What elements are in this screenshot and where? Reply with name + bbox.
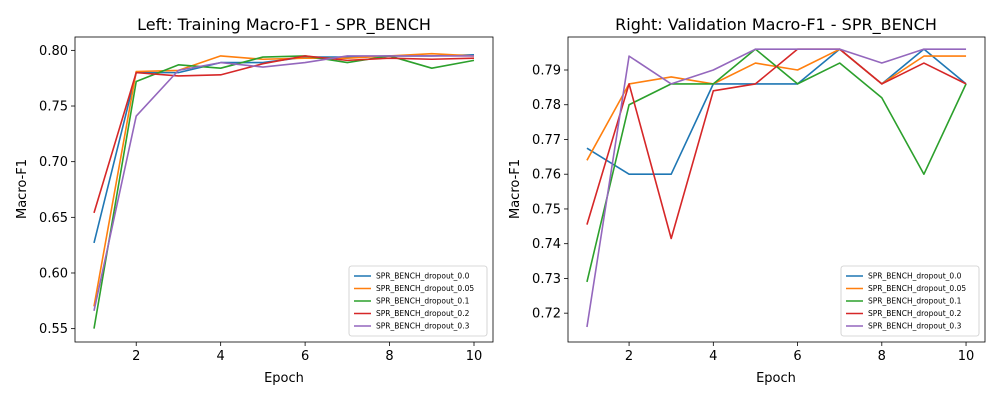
training-legend-label: SPR_BENCH_dropout_0.0 bbox=[376, 272, 470, 281]
training-x-tick-label: 4 bbox=[217, 349, 225, 364]
training-chart-title: Left: Training Macro-F1 - SPR_BENCH bbox=[137, 15, 431, 35]
validation-y-tick-label: 0.78 bbox=[532, 98, 561, 113]
training-legend-label: SPR_BENCH_dropout_0.05 bbox=[376, 284, 474, 293]
training-y-tick-label: 0.75 bbox=[39, 100, 68, 115]
training-legend-label: SPR_BENCH_dropout_0.3 bbox=[376, 322, 470, 331]
validation-y-tick-label: 0.75 bbox=[532, 202, 561, 217]
training-y-tick-label: 0.65 bbox=[39, 211, 68, 226]
validation-y-tick-label: 0.74 bbox=[532, 237, 561, 252]
training-x-tick-label: 8 bbox=[385, 349, 393, 364]
training-legend-label: SPR_BENCH_dropout_0.2 bbox=[376, 309, 470, 318]
validation-legend-label: SPR_BENCH_dropout_0.05 bbox=[868, 284, 966, 293]
validation-series-line-SPR_BENCH_dropout_0.2 bbox=[586, 48, 967, 240]
validation-y-tick-label: 0.73 bbox=[532, 272, 561, 287]
validation-y-tick-label: 0.79 bbox=[532, 64, 561, 79]
validation-legend-box bbox=[840, 265, 980, 337]
training-series-line-SPR_BENCH_dropout_0.3 bbox=[93, 55, 474, 311]
validation-y-tick-label: 0.76 bbox=[532, 168, 561, 183]
training-x-axis-label: Epoch bbox=[264, 371, 304, 386]
validation-x-tick-label: 8 bbox=[878, 349, 886, 364]
training-series-line-SPR_BENCH_dropout_0.05 bbox=[93, 52, 475, 307]
training-series-line-SPR_BENCH_dropout_0.1 bbox=[93, 55, 475, 329]
validation-x-tick-label: 4 bbox=[709, 349, 717, 364]
training-y-axis-label: Macro-F1 bbox=[15, 159, 30, 219]
validation-x-tick-label: 2 bbox=[625, 349, 633, 364]
validation-legend-label: SPR_BENCH_dropout_0.2 bbox=[868, 309, 962, 318]
validation-series-line-SPR_BENCH_dropout_0.3 bbox=[586, 48, 967, 328]
training-legend-box bbox=[348, 265, 488, 337]
validation-legend: SPR_BENCH_dropout_0.0 SPR_BENCH_dropout_0… bbox=[840, 265, 980, 337]
validation-chart-panel: Right: Validation Macro-F1 - SPR_BENCH E… bbox=[508, 15, 986, 386]
validation-y-tick-label: 0.72 bbox=[532, 307, 561, 322]
validation-x-axis-label: Epoch bbox=[756, 371, 796, 386]
validation-plot-frame bbox=[567, 36, 986, 343]
training-series-line-SPR_BENCH_dropout_0.2 bbox=[93, 55, 475, 214]
training-y-tick-label: 0.80 bbox=[39, 44, 68, 59]
training-y-tick-label: 0.70 bbox=[39, 155, 68, 170]
validation-x-tick-label: 10 bbox=[958, 349, 975, 364]
validation-series-line-SPR_BENCH_dropout_0.0 bbox=[586, 48, 967, 176]
training-y-tick-label: 0.60 bbox=[39, 266, 68, 281]
training-x-tick-label: 10 bbox=[466, 349, 483, 364]
validation-chart-title: Right: Validation Macro-F1 - SPR_BENCH bbox=[615, 15, 937, 35]
training-plot-frame bbox=[74, 36, 494, 343]
validation-x-tick-label: 6 bbox=[793, 349, 801, 364]
training-legend-label: SPR_BENCH_dropout_0.1 bbox=[376, 297, 470, 306]
training-x-tick-label: 6 bbox=[301, 349, 309, 364]
validation-y-tick-label: 0.77 bbox=[532, 133, 561, 148]
validation-y-axis-label: Macro-F1 bbox=[508, 159, 523, 219]
validation-legend-label: SPR_BENCH_dropout_0.3 bbox=[868, 322, 962, 331]
training-y-tick-label: 0.55 bbox=[39, 322, 68, 337]
validation-legend-label: SPR_BENCH_dropout_0.1 bbox=[868, 297, 962, 306]
validation-legend-label: SPR_BENCH_dropout_0.0 bbox=[868, 272, 962, 281]
training-legend: SPR_BENCH_dropout_0.0 SPR_BENCH_dropout_0… bbox=[348, 265, 488, 337]
training-x-tick-label: 2 bbox=[132, 349, 140, 364]
training-chart-panel: Left: Training Macro-F1 - SPR_BENCH Epoc… bbox=[15, 15, 494, 386]
